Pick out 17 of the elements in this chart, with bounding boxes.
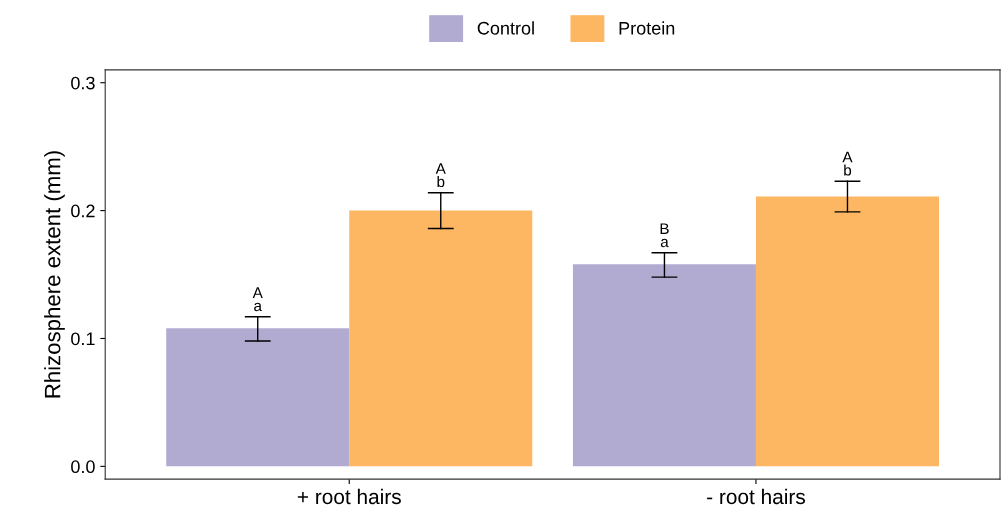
x-tick-label: - root hairs xyxy=(707,488,805,505)
x-tick-label: + root hairs xyxy=(297,488,401,505)
y-tick-label: 0.2 xyxy=(71,204,95,218)
bar xyxy=(755,196,939,467)
y-tick-label: 0.0 xyxy=(71,460,95,474)
bar xyxy=(166,328,350,467)
data-label: A b xyxy=(842,151,853,176)
y-tick-label: 0.3 xyxy=(71,76,95,90)
legend-label: Control xyxy=(477,21,534,35)
bar xyxy=(572,264,756,467)
y-tick-label: 0.1 xyxy=(71,332,95,346)
bar xyxy=(349,210,533,467)
data-label: A b xyxy=(435,163,446,188)
data-label: A a xyxy=(252,287,263,312)
legend-label: Protein xyxy=(619,21,675,35)
data-label: B a xyxy=(660,223,669,248)
y-axis-title: Rhizosphere extent (mm) xyxy=(44,151,65,398)
